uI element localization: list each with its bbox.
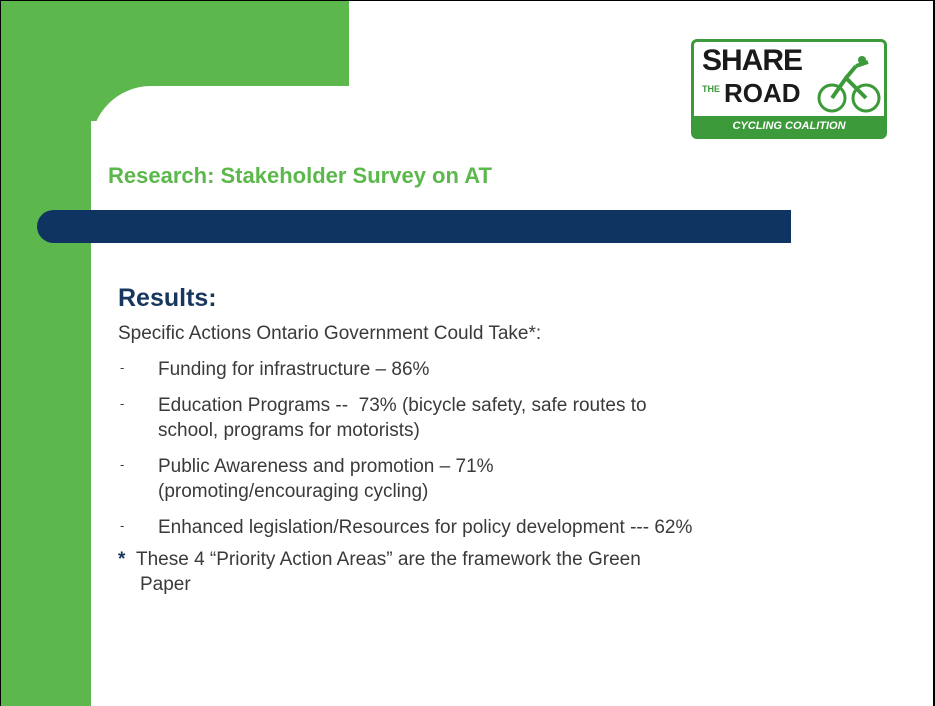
logo-caption: CYCLING COALITION xyxy=(694,116,884,136)
bullet-marker: - xyxy=(120,360,125,375)
logo-share: SHARE xyxy=(702,44,803,77)
bullet-marker: - xyxy=(120,396,125,411)
bullet-item: - Education Programs -- 73% (bicycle safe… xyxy=(118,393,928,443)
logo-cyclist xyxy=(817,56,881,113)
logo: SHARE THE ROAD CYCLING COALITION xyxy=(691,39,887,139)
intro: Specific Actions Ontario Government Coul… xyxy=(118,323,542,344)
title-bar xyxy=(37,210,791,243)
footnote: * These 4 “Priority Action Areas” are the… xyxy=(118,547,928,597)
item-line: Enhanced legislation/Resources for polic… xyxy=(158,517,693,538)
item-line: (promoting/encouraging cycling) xyxy=(158,481,429,502)
logo-the: THE xyxy=(702,84,720,94)
bullet-item: - Funding for infrastructure – 86% xyxy=(118,357,928,382)
bullet-marker: - xyxy=(120,518,125,533)
footnote-star: * xyxy=(118,549,126,570)
bullet-item: - Public Awareness and promotion – 71% (pr… xyxy=(118,454,928,504)
slide-title: Research: Stakeholder Survey on AT xyxy=(108,163,492,188)
bullet-item: - Enhanced legislation/Resources for poli… xyxy=(118,515,928,540)
footnote-line: These 4 “Priority Action Areas” are the … xyxy=(136,549,641,570)
green-side xyxy=(1,1,91,706)
item-list: - Funding for infrastructure – 86% - Educat… xyxy=(118,357,928,597)
item-line: school, programs for motorists) xyxy=(158,420,420,441)
footnote-line: Paper xyxy=(140,574,191,595)
item-line: Education Programs -- 73% (bicycle safet… xyxy=(158,395,647,416)
item-line: Funding for infrastructure – 86% xyxy=(158,359,430,380)
bullet-marker: - xyxy=(120,457,125,472)
item-line: Public Awareness and promotion – 71% xyxy=(158,456,494,477)
logo-road: ROAD xyxy=(724,78,801,108)
white-corner xyxy=(91,86,391,286)
heading: Results: xyxy=(118,284,217,312)
